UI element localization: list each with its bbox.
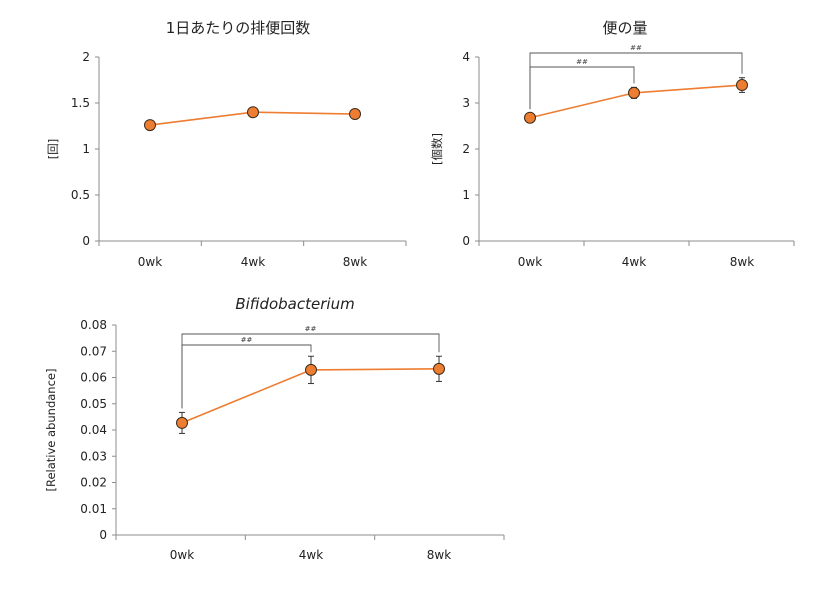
data-point <box>247 106 259 119</box>
y-tick-label: 0.5 <box>71 188 90 202</box>
significance-bracket <box>529 66 635 110</box>
data-point <box>628 86 640 99</box>
significance-label: ## <box>630 44 642 52</box>
chart-3: Bifidobacterium [Relative abundance] 0 0.01… <box>44 295 505 562</box>
x-tick-label: 8wk <box>427 548 451 562</box>
x-tick-label: 8wk <box>730 255 754 269</box>
y-tick-label: 0.03 <box>80 449 107 463</box>
chart-title: Bifidobacterium <box>235 295 354 313</box>
y-tick-label: 0.02 <box>80 476 107 490</box>
chart-title: 1日あたりの排便回数 <box>166 19 311 37</box>
data-point <box>305 363 317 376</box>
y-tick-label: 2 <box>462 142 470 156</box>
data-point <box>433 362 445 375</box>
y-tick-label: 0.06 <box>80 371 107 385</box>
data-point <box>176 416 188 429</box>
y-tick-label: 0 <box>462 234 470 248</box>
x-tick-label: 0wk <box>170 548 194 562</box>
y-tick-label: 0 <box>99 528 107 542</box>
y-tick-label: 0.04 <box>80 423 107 437</box>
x-tick-label: 0wk <box>518 255 542 269</box>
y-tick-label: 0.07 <box>80 344 107 358</box>
y-axis-label: [Relative abundance] <box>44 369 58 492</box>
x-tick-label: 4wk <box>299 548 323 562</box>
data-point <box>349 108 361 121</box>
y-tick-label: 4 <box>462 50 470 64</box>
y-axis-label: [個数] <box>430 133 444 165</box>
y-tick-label: 0.01 <box>80 502 107 516</box>
x-tick-label: 4wk <box>241 255 265 269</box>
significance-label: ## <box>305 325 317 333</box>
y-axis-label: [回] <box>46 139 60 159</box>
data-point <box>524 111 536 124</box>
significance-label: ## <box>241 336 253 344</box>
data-point <box>144 119 156 132</box>
y-tick-label: 1 <box>462 188 470 202</box>
y-tick-label: 1 <box>82 142 90 156</box>
x-tick-label: 0wk <box>138 255 162 269</box>
significance-label: ## <box>576 58 588 66</box>
x-tick-label: 4wk <box>622 255 646 269</box>
y-tick-label: 0.05 <box>80 397 107 411</box>
chart-2: 便の量 [個数] 0 1 2 3 4 0wk 4wk 8wk ## ## <box>430 19 795 269</box>
significance-bracket <box>181 344 312 409</box>
significance-bracket <box>181 333 440 409</box>
x-tick-label: 8wk <box>343 255 367 269</box>
y-tick-label: 3 <box>462 96 470 110</box>
y-tick-label: 1.5 <box>71 96 90 110</box>
y-tick-label: 0.08 <box>80 318 107 332</box>
chart-title: 便の量 <box>602 19 647 37</box>
y-tick-label: 0 <box>82 234 90 248</box>
y-tick-label: 2 <box>82 50 90 64</box>
chart-1: 1日あたりの排便回数 [回] 0 0.5 1 1.5 2 0wk 4wk 8wk <box>46 19 407 269</box>
data-point <box>736 79 748 92</box>
significance-bracket <box>529 52 743 110</box>
